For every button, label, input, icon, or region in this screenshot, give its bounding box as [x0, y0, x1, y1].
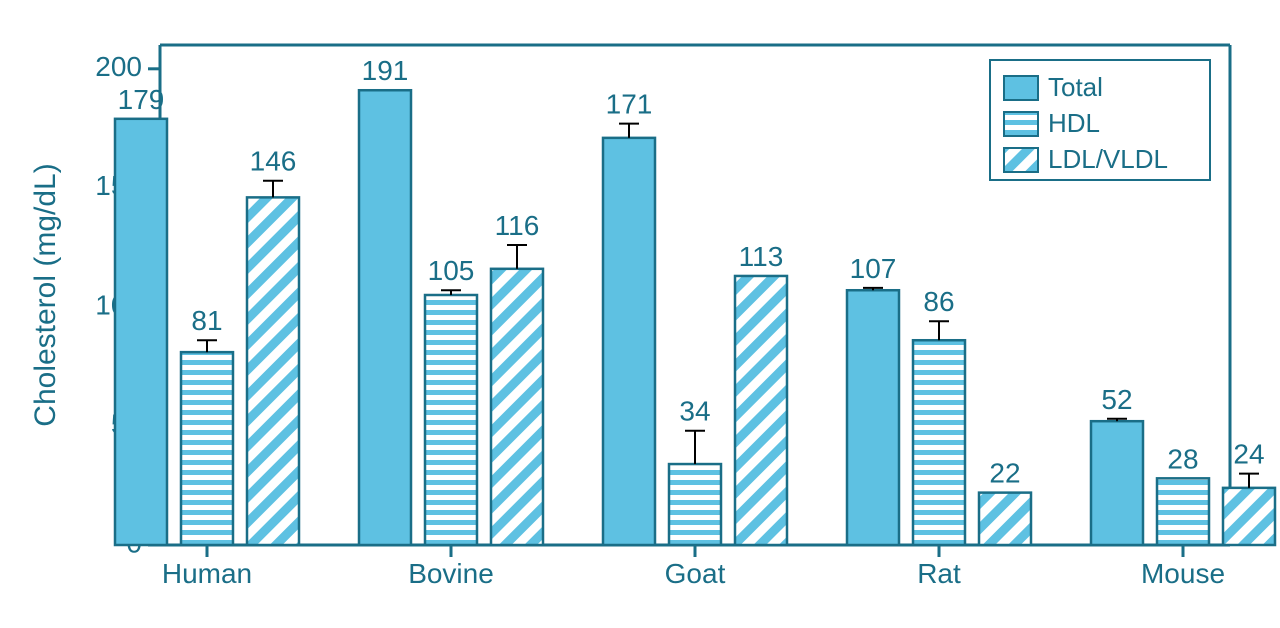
- bar-value-label: 107: [850, 253, 897, 284]
- x-tick-label: Rat: [917, 558, 961, 589]
- x-tick-label: Goat: [665, 558, 726, 589]
- bar: [491, 269, 543, 545]
- bar: [603, 138, 655, 545]
- bar-value-label: 34: [679, 396, 710, 427]
- bar: [913, 340, 965, 545]
- y-axis-label: Cholesterol (mg/dL): [29, 163, 62, 426]
- bar: [847, 290, 899, 545]
- bar-value-label: 146: [250, 146, 297, 177]
- legend-label: HDL: [1048, 108, 1100, 138]
- bar: [735, 276, 787, 545]
- legend-swatch: [1004, 112, 1038, 136]
- bar: [669, 464, 721, 545]
- bar-value-label: 113: [739, 241, 784, 272]
- bar-value-label: 52: [1101, 384, 1132, 415]
- bar: [979, 493, 1031, 545]
- x-tick-label: Bovine: [408, 558, 494, 589]
- bar-value-label: 81: [191, 305, 222, 336]
- legend-label: Total: [1048, 72, 1103, 102]
- bar-value-label: 116: [495, 210, 540, 241]
- bar: [1091, 421, 1143, 545]
- bar: [115, 119, 167, 545]
- bar: [247, 197, 299, 545]
- bar-value-label: 28: [1167, 443, 1198, 474]
- legend-swatch: [1004, 76, 1038, 100]
- bar: [425, 295, 477, 545]
- bar-value-label: 171: [606, 89, 653, 120]
- bar-value-label: 24: [1233, 439, 1264, 470]
- legend-label: LDL/VLDL: [1048, 144, 1168, 174]
- y-tick-label: 200: [95, 51, 142, 82]
- bar: [1157, 478, 1209, 545]
- bar: [181, 352, 233, 545]
- bar-value-label: 105: [428, 255, 475, 286]
- chart-svg: 050100150200Cholesterol (mg/dL)179811461…: [0, 0, 1280, 628]
- bar-value-label: 191: [362, 55, 409, 86]
- legend-swatch: [1004, 148, 1038, 172]
- bar-value-label: 86: [923, 286, 954, 317]
- bar: [1223, 488, 1275, 545]
- plot-area: 050100150200Cholesterol (mg/dL)179811461…: [29, 45, 1275, 589]
- bar-value-label: 179: [118, 84, 165, 115]
- x-tick-label: Human: [162, 558, 252, 589]
- x-tick-label: Mouse: [1141, 558, 1225, 589]
- bar-value-label: 22: [989, 458, 1020, 489]
- bar: [359, 90, 411, 545]
- cholesterol-bar-chart: 050100150200Cholesterol (mg/dL)179811461…: [0, 0, 1280, 628]
